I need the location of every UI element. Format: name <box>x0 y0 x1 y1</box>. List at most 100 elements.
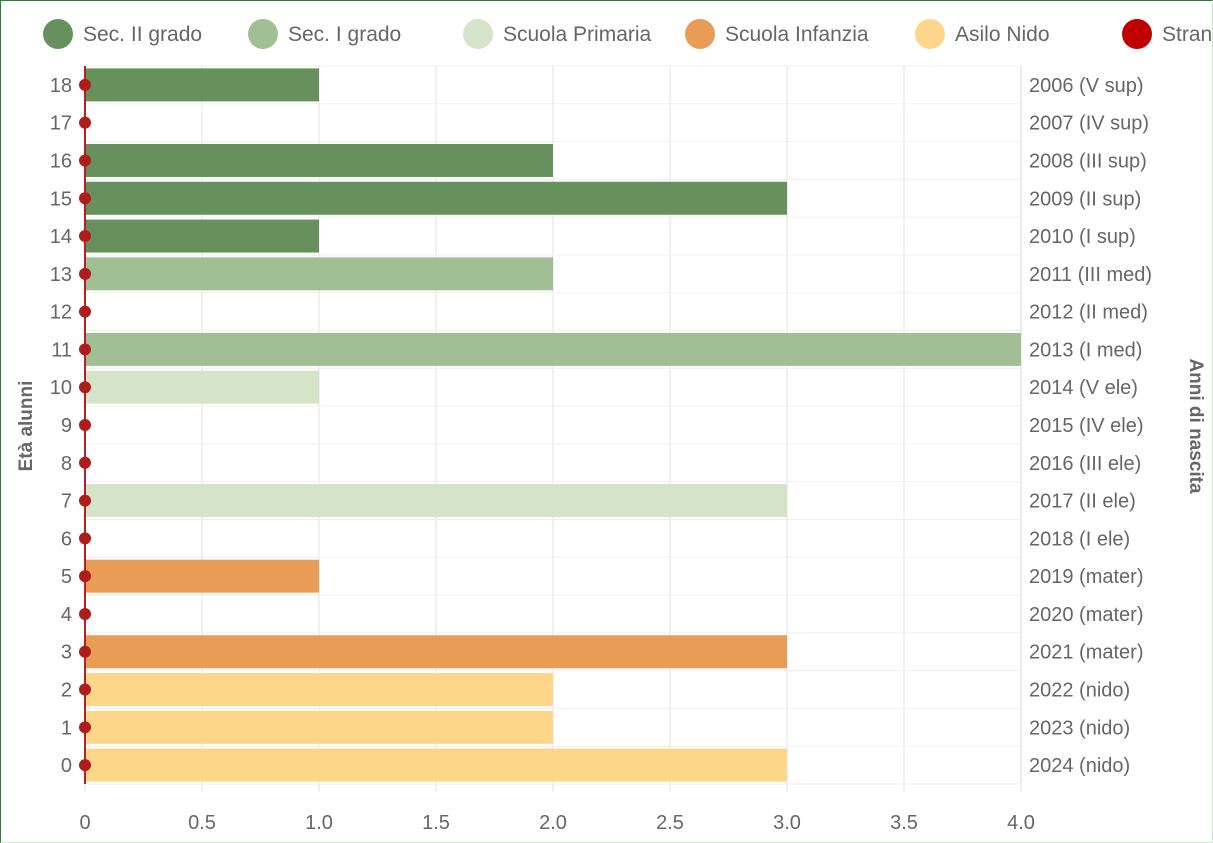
age-tick-label: 2 <box>61 680 72 702</box>
stranieri-point[interactable] <box>79 494 91 507</box>
bar[interactable] <box>85 257 553 291</box>
age-tick-label: 14 <box>50 226 72 248</box>
y-axis-title-left: Età alunni <box>16 381 37 472</box>
legend-item[interactable]: Sec. I grado <box>248 19 401 49</box>
stranieri-point[interactable] <box>79 343 91 356</box>
stranieri-point[interactable] <box>79 532 91 545</box>
age-tick-label: 4 <box>61 604 72 626</box>
x-tick-label: 0.5 <box>188 812 216 834</box>
stranieri-point[interactable] <box>79 154 91 167</box>
stranieri-point[interactable] <box>79 570 91 583</box>
stranieri-point[interactable] <box>79 116 91 129</box>
stranieri-point[interactable] <box>79 419 91 431</box>
birth-year-tick-label: 2024 (nido) <box>1029 755 1130 777</box>
legend-item[interactable]: Scuola Primaria <box>463 19 652 49</box>
legend-swatch <box>248 19 278 49</box>
x-tick-label: 3.5 <box>890 812 918 834</box>
legend-swatch <box>1122 19 1152 49</box>
birth-year-tick-label: 2006 (V sup) <box>1029 75 1144 97</box>
bar[interactable] <box>85 635 787 669</box>
x-tick-label: 2.0 <box>539 812 567 834</box>
legend-label: Sec. II grado <box>83 23 202 46</box>
bars <box>84 66 1021 784</box>
bar[interactable] <box>85 143 553 177</box>
age-tick-label: 18 <box>50 75 72 97</box>
bar[interactable] <box>85 748 787 782</box>
stranieri-point[interactable] <box>79 607 91 620</box>
legend-item[interactable]: Stranieri <box>1122 19 1213 49</box>
age-tick-label: 15 <box>50 188 72 210</box>
age-tick-label: 6 <box>61 528 72 550</box>
birth-year-tick-label: 2020 (mater) <box>1029 604 1144 626</box>
legend: Sec. II grado Sec. I grado Scuola Primaria… <box>43 19 1213 49</box>
age-tick-label: 8 <box>61 453 72 475</box>
age-tick-label: 17 <box>50 113 72 135</box>
birth-year-tick-label: 2007 (IV sup) <box>1029 113 1149 135</box>
legend-item[interactable]: Asilo Nido <box>915 19 1050 49</box>
legend-item[interactable]: Sec. II grado <box>43 19 202 49</box>
birth-year-tick-label: 2012 (II med) <box>1029 302 1148 324</box>
legend-label: Scuola Infanzia <box>725 23 869 46</box>
stranieri-point[interactable] <box>79 683 91 696</box>
age-tick-label: 5 <box>61 566 72 588</box>
legend-swatch <box>915 19 945 49</box>
birth-year-tick-label: 2017 (II ele) <box>1029 491 1136 513</box>
stranieri-point[interactable] <box>79 721 91 734</box>
age-tick-label: 12 <box>50 302 72 324</box>
bar[interactable] <box>85 484 787 518</box>
legend-item[interactable]: Scuola Infanzia <box>685 19 869 49</box>
birth-year-tick-label: 2023 (nido) <box>1029 717 1130 739</box>
age-tick-label: 0 <box>61 755 72 777</box>
bar[interactable] <box>85 710 553 744</box>
bar[interactable] <box>85 219 319 253</box>
age-tick-label: 3 <box>61 642 72 664</box>
age-tick-label: 13 <box>50 264 72 286</box>
bar[interactable] <box>85 181 787 215</box>
birth-year-tick-label: 2022 (nido) <box>1029 680 1130 702</box>
birth-year-tick-label: 2014 (V ele) <box>1029 377 1138 399</box>
birth-year-tick-label: 2009 (II sup) <box>1029 188 1141 210</box>
stranieri-point[interactable] <box>79 78 91 91</box>
x-tick-label: 3.0 <box>773 812 801 834</box>
legend-swatch <box>685 19 715 49</box>
x-tick-label: 1.5 <box>422 812 450 834</box>
legend-label: Asilo Nido <box>955 23 1050 46</box>
legend-swatch <box>463 19 493 49</box>
birth-year-tick-label: 2008 (III sup) <box>1029 150 1147 172</box>
legend-swatch <box>43 19 73 49</box>
stranieri-point[interactable] <box>79 192 91 205</box>
stranieri-point[interactable] <box>79 305 91 318</box>
x-tick-label: 0 <box>79 812 90 834</box>
stranieri-point[interactable] <box>79 267 91 280</box>
x-tick-label: 2.5 <box>656 812 684 834</box>
x-tick-label: 4.0 <box>1007 812 1035 834</box>
stranieri-point[interactable] <box>79 381 91 394</box>
age-tick-label: 10 <box>50 377 72 399</box>
bar[interactable] <box>85 673 553 707</box>
birth-year-tick-label: 2021 (mater) <box>1029 642 1144 664</box>
x-tick-label: 1.0 <box>305 812 333 834</box>
stranieri-point[interactable] <box>79 645 91 658</box>
bar[interactable] <box>85 370 319 404</box>
birth-year-tick-label: 2018 (I ele) <box>1029 528 1130 550</box>
age-tick-label: 9 <box>61 415 72 437</box>
bar[interactable] <box>85 332 1021 366</box>
birth-year-tick-label: 2016 (III ele) <box>1029 453 1141 475</box>
birth-year-tick-label: 2011 (III med) <box>1029 264 1152 286</box>
age-tick-label: 7 <box>61 491 72 513</box>
birth-year-axis: 2006 (V sup) 2007 (IV sup) 2008 (III sup) 2… <box>1029 75 1152 777</box>
age-tick-label: 16 <box>50 150 72 172</box>
legend-label: Sec. I grado <box>288 23 401 46</box>
legend-label: Stranieri <box>1162 23 1213 46</box>
birth-year-tick-label: 2010 (I sup) <box>1029 226 1136 248</box>
stranieri-point[interactable] <box>79 230 91 243</box>
stranieri-point[interactable] <box>79 759 91 772</box>
bar[interactable] <box>85 68 319 102</box>
stranieri-point[interactable] <box>79 456 91 469</box>
birth-year-tick-label: 2013 (I med) <box>1029 339 1142 361</box>
birth-year-tick-label: 2015 (IV ele) <box>1029 415 1144 437</box>
x-axis: 0 0.5 1.0 1.5 2.0 2.5 3.0 3.5 4.0 <box>79 812 1034 834</box>
bar[interactable] <box>85 559 319 593</box>
